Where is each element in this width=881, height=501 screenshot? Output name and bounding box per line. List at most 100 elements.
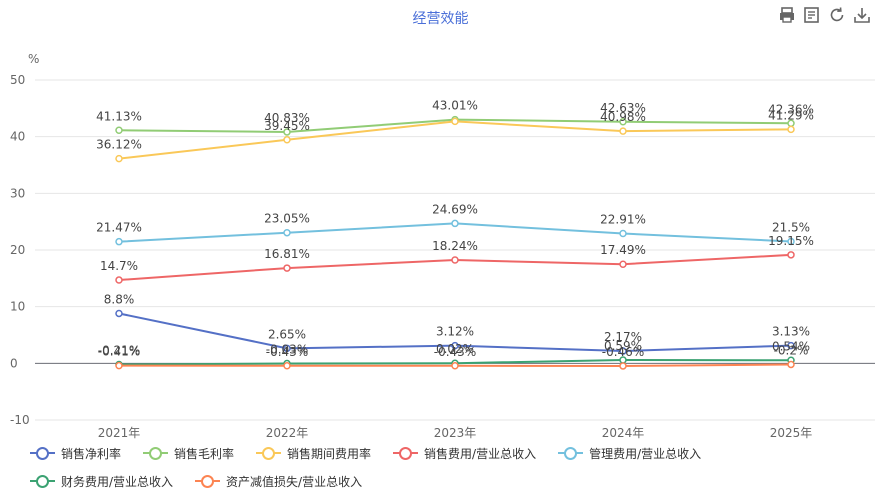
data-point[interactable]: [283, 228, 291, 237]
data-label: -0.21%: [98, 344, 140, 358]
data-label: 23.05%: [264, 212, 310, 226]
series-line[interactable]: [118, 120, 792, 160]
y-tick-label: 40: [10, 130, 25, 144]
x-tick-label: 2025年: [770, 426, 813, 440]
data-label: -0.41%: [98, 345, 140, 359]
data-point[interactable]: [115, 154, 123, 163]
legend-item[interactable]: 财务费用/营业总收入: [30, 472, 173, 490]
data-point[interactable]: [451, 117, 459, 126]
legend-swatch-icon: [393, 446, 419, 460]
x-tick-label: 2024年: [602, 426, 645, 440]
data-point[interactable]: [619, 229, 627, 238]
legend-swatch-icon: [143, 446, 169, 460]
data-point[interactable]: [283, 344, 291, 353]
data-label: 19.15%: [768, 234, 814, 248]
data-point[interactable]: [115, 276, 123, 284]
legend-swatch-icon: [30, 474, 55, 488]
data-point[interactable]: [619, 118, 627, 126]
data-point[interactable]: [115, 309, 123, 318]
data-point[interactable]: [619, 260, 627, 268]
data-point[interactable]: [283, 362, 291, 370]
x-tick-label: 2022年: [266, 426, 309, 440]
data-label: 0.54%: [772, 339, 810, 353]
data-label: 2.17%: [604, 330, 642, 344]
data-label: 43.01%: [432, 99, 478, 113]
data-label: 41.13%: [96, 109, 142, 123]
data-label: 3.12%: [436, 325, 474, 339]
data-label: 2.65%: [268, 327, 306, 341]
print-icon[interactable]: [778, 6, 796, 24]
data-point[interactable]: [115, 126, 123, 135]
data-label: 41.29%: [768, 108, 814, 122]
legend-item[interactable]: 资产减值损失/营业总收入: [195, 472, 362, 490]
legend-item[interactable]: 销售期间费用率: [256, 444, 371, 462]
legend-label: 销售净利率: [61, 446, 122, 461]
data-point[interactable]: [451, 341, 459, 350]
data-label: 39.45%: [264, 119, 310, 133]
data-label: -0.2%: [774, 343, 809, 357]
data-point[interactable]: [787, 125, 795, 134]
legend-swatch-icon: [558, 446, 584, 460]
legend-item[interactable]: 销售费用/营业总收入: [393, 444, 536, 462]
data-point[interactable]: [787, 237, 795, 246]
y-tick-label: 30: [10, 186, 25, 200]
data-label: 40.83%: [264, 111, 310, 125]
data-point[interactable]: [787, 360, 795, 369]
y-tick-label: 0: [10, 356, 18, 370]
data-label: -0.46%: [602, 345, 644, 359]
data-label: 42.36%: [768, 102, 814, 116]
data-label: 3.13%: [772, 325, 810, 339]
x-tick-label: 2023年: [434, 426, 477, 440]
data-point[interactable]: [283, 264, 291, 272]
legend-swatch-icon: [30, 446, 55, 460]
data-label: -0.43%: [266, 345, 308, 359]
data-point[interactable]: [451, 256, 459, 264]
y-axis-unit: %: [28, 52, 39, 66]
data-point[interactable]: [451, 219, 459, 228]
y-tick-label: -10: [10, 413, 30, 427]
data-label: 42.63%: [600, 101, 646, 115]
data-label: 36.12%: [96, 138, 142, 152]
data-point[interactable]: [115, 361, 123, 370]
data-point[interactable]: [115, 237, 123, 246]
data-label: 0.59%: [604, 339, 642, 353]
legend-label: 销售毛利率: [174, 446, 235, 461]
data-point[interactable]: [619, 127, 627, 135]
data-label: 21.47%: [96, 221, 142, 235]
legend-label: 销售费用/营业总收入: [424, 446, 537, 461]
legend-swatch-icon: [195, 474, 221, 488]
data-label: 14.7%: [100, 259, 138, 273]
data-point[interactable]: [283, 128, 291, 136]
legend: 销售净利率 销售毛利率 销售期间费用率 销售费用/营业总收入 管理费用/营业总收入财务费…: [30, 444, 870, 490]
legend-item[interactable]: 销售毛利率: [143, 444, 234, 462]
chart-toolbar: [778, 6, 871, 24]
data-point[interactable]: [451, 362, 459, 370]
refresh-icon[interactable]: [828, 6, 846, 24]
axes: -10 0 10 20 30 40 50 2021年 2022年 2023年 2024年 2025年: [10, 73, 875, 440]
legend-item[interactable]: 管理费用/营业总收入: [558, 444, 701, 462]
data-label: 24.69%: [432, 202, 478, 216]
legend-label: 资产减值损失/营业总收入: [226, 474, 363, 489]
data-point[interactable]: [787, 341, 795, 350]
data-point[interactable]: [787, 251, 795, 259]
legend-swatch-icon: [256, 446, 282, 460]
y-tick-label: 10: [10, 300, 25, 314]
chart-title: 经营效能: [412, 11, 469, 27]
data-view-icon[interactable]: [803, 6, 821, 24]
data-label: 22.91%: [600, 213, 646, 227]
series-lines: [115, 115, 795, 370]
data-point[interactable]: [619, 362, 627, 370]
legend-item[interactable]: 销售净利率: [30, 444, 121, 462]
data-label: 17.49%: [600, 243, 646, 257]
data-label: 0.02%: [436, 342, 474, 356]
y-tick-label: 20: [10, 243, 25, 257]
y-tick-label: 50: [10, 73, 25, 87]
legend-label: 销售期间费用率: [287, 446, 372, 461]
legend-label: 财务费用/营业总收入: [61, 474, 174, 489]
x-tick-label: 2021年: [98, 426, 141, 440]
data-labels: 8.8% 2.65% 3.12% 2.17% 3.13% 41.13% 40.83% 43.0…: [96, 99, 814, 359]
download-icon[interactable]: [853, 6, 871, 24]
data-point[interactable]: [283, 136, 291, 144]
data-point[interactable]: [619, 347, 627, 355]
